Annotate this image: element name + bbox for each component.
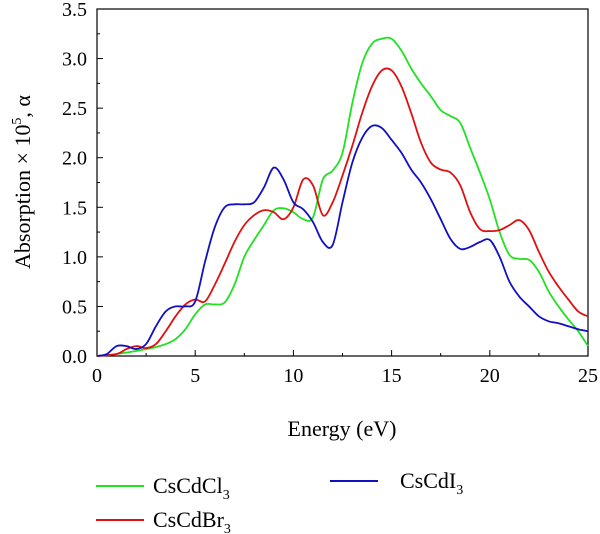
y-axis-label-base: Absorption × 10 bbox=[10, 125, 35, 269]
y-tick-label: 2.5 bbox=[62, 98, 87, 120]
y-tick-label: 0.0 bbox=[62, 346, 87, 368]
y-tick-label: 3.5 bbox=[62, 0, 87, 21]
ticks: 0 5 10 15 20 25 0.0 0.5 1.0 1.5 2.0 2.5 3.0 3.5 bbox=[62, 0, 598, 387]
y-tick-label: 1.5 bbox=[62, 197, 87, 219]
plot-frame bbox=[96, 8, 589, 357]
y-tick-label: 2.0 bbox=[62, 148, 87, 170]
x-tick-label: 15 bbox=[382, 365, 402, 387]
y-tick-label: 3.0 bbox=[62, 49, 87, 71]
x-axis-label: Energy (eV) bbox=[288, 416, 397, 441]
y-axis-label-tail: , α bbox=[10, 95, 35, 118]
x-tick-label: 25 bbox=[578, 365, 598, 387]
y-tick-label: 1.0 bbox=[62, 247, 87, 269]
x-tick-label: 0 bbox=[92, 365, 102, 387]
legend-label-cscdbr3: CsCdBr3 bbox=[153, 507, 231, 534]
series-line-cscdbr3 bbox=[96, 67, 589, 357]
series-line-cscdcl3 bbox=[96, 36, 589, 357]
axes bbox=[96, 8, 589, 357]
y-axis-label-sup: 5 bbox=[10, 118, 25, 125]
legend-label-cscdi3: CsCdI3 bbox=[400, 468, 463, 498]
series-line-cscdi3 bbox=[96, 124, 589, 357]
y-axis-label: Absorption × 105, α bbox=[10, 95, 35, 269]
legend-label-cscdcl3: CsCdCl3 bbox=[153, 473, 230, 503]
x-tick-label: 10 bbox=[283, 365, 303, 387]
x-tick-label: 20 bbox=[480, 365, 500, 387]
series-lines bbox=[96, 36, 589, 357]
legend: CsCdCl3 CsCdBr3 CsCdI3 bbox=[96, 468, 463, 534]
x-tick-label: 5 bbox=[190, 365, 200, 387]
y-tick-label: 0.5 bbox=[62, 296, 87, 318]
